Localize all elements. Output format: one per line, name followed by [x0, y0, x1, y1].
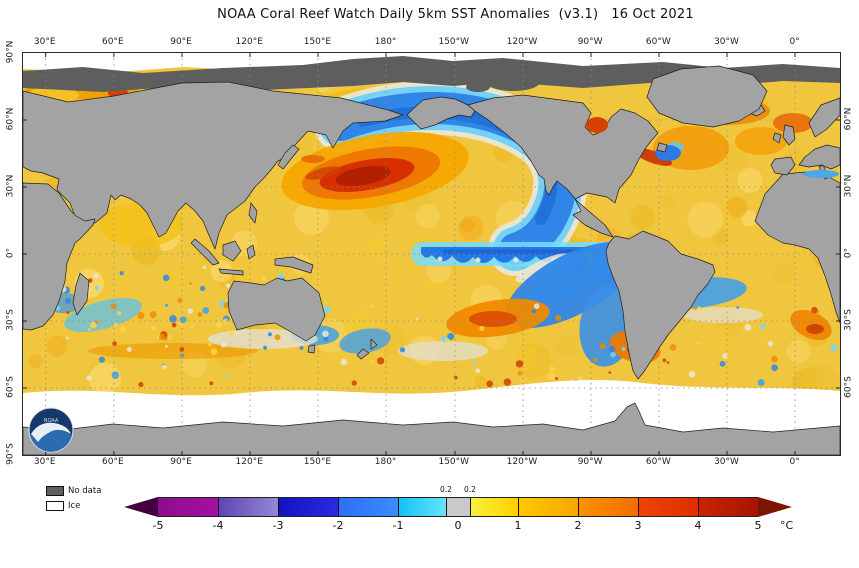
colorbar-tick: 3: [634, 519, 642, 532]
lat-tick-left: 90°S: [5, 443, 16, 465]
lon-tick-bottom: 30°W: [714, 457, 739, 467]
colorbar-segment: [398, 497, 446, 517]
legend-swatch: [46, 486, 64, 496]
lon-tick-bottom: 180°: [374, 457, 397, 467]
lat-tick-left: 90°N: [5, 40, 16, 64]
colorbar-segment: [698, 497, 758, 517]
colorbar-segment: [446, 497, 470, 517]
colorbar-segment: [638, 497, 698, 517]
lon-tick-top: 180°: [374, 37, 397, 47]
colorbar-tick: 2: [574, 519, 582, 532]
lon-tick-top: 30°W: [714, 37, 739, 47]
lon-tick-top: 90°W: [577, 37, 603, 47]
colorbar-tick: -2: [332, 519, 344, 532]
colorbar-segment: [338, 497, 398, 517]
lon-tick-top: 0°: [789, 37, 800, 47]
lon-tick-bottom: 120°E: [235, 457, 263, 467]
colorbar-segment: [218, 497, 278, 517]
lat-tick-right: 60°S: [843, 376, 854, 398]
world-map: NOAA: [23, 53, 840, 455]
lat-tick-left: 60°N: [5, 107, 16, 131]
land-masses: [23, 65, 840, 455]
lon-tick-top: 120°E: [235, 37, 263, 47]
colorbar-tick: 1: [514, 519, 522, 532]
colorbar-right-arrow: [758, 497, 792, 517]
colorbar-segment: [518, 497, 578, 517]
colorbar-tick: -1: [392, 519, 404, 532]
legend-label: No data: [68, 485, 102, 496]
lon-tick-top: 120°W: [506, 37, 538, 47]
axis-tick-marks: [23, 53, 840, 455]
colorbar-segment: [278, 497, 338, 517]
colorbar-segment: [470, 497, 518, 517]
colorbar-left-arrow: [124, 497, 158, 517]
colorbar-segment: [158, 497, 218, 517]
colorbar-tick: 0: [454, 519, 462, 532]
lon-tick-bottom: 150°W: [438, 457, 470, 467]
lon-tick-top: 30°E: [33, 37, 56, 47]
lat-tick-left: 0°: [5, 247, 16, 259]
map-plot-area: NOAA: [22, 52, 841, 456]
colorbar-tick: -4: [212, 519, 224, 532]
legend-label: Ice: [68, 500, 81, 511]
lon-tick-top: 60°E: [102, 37, 124, 47]
legend-item: Ice: [46, 501, 80, 511]
noaa-logo: NOAA: [28, 407, 74, 453]
colorbar-top-label: 0.2: [440, 485, 452, 494]
lat-tick-right: 60°N: [843, 107, 854, 131]
lon-tick-bottom: 90°W: [577, 457, 603, 467]
colorbar-tick: 4: [694, 519, 702, 532]
lon-tick-bottom: 90°E: [170, 457, 192, 467]
lon-tick-top: 150°W: [438, 37, 470, 47]
colorbar-segment: [578, 497, 638, 517]
lon-tick-top: 60°W: [645, 37, 671, 47]
lat-tick-left: 60°S: [5, 376, 16, 398]
colorbar-top-label: 0.2: [464, 485, 476, 494]
lat-tick-right: 30°N: [843, 174, 854, 198]
colorbar-tick: -3: [272, 519, 284, 532]
colorbar-tick: 5: [754, 519, 762, 532]
lon-tick-bottom: 0°: [789, 457, 800, 467]
colorbar: -5 -4 -3 -2 -1 0 1 2 3 4 5 0.2 0.2 °C: [124, 486, 824, 543]
lat-tick-left: 30°S: [5, 309, 16, 331]
lon-tick-top: 150°E: [303, 37, 332, 47]
lon-tick-bottom: 60°W: [645, 457, 671, 467]
lon-tick-bottom: 30°E: [33, 457, 56, 467]
colorbar-ramp: [124, 497, 824, 517]
legend-item: No data: [46, 486, 101, 496]
lat-tick-right: 30°S: [843, 309, 854, 331]
colorbar-unit: °C: [780, 519, 794, 532]
lat-tick-left: 30°N: [5, 174, 16, 198]
noaa-logo-text: NOAA: [44, 418, 59, 424]
lon-tick-bottom: 120°W: [506, 457, 538, 467]
inland-seas: [586, 117, 839, 178]
lon-tick-top: 90°E: [170, 37, 192, 47]
lat-tick-right: 0°: [843, 247, 854, 259]
lon-tick-bottom: 150°E: [303, 457, 332, 467]
colorbar-tick: -5: [152, 519, 164, 532]
lon-tick-bottom: 60°E: [102, 457, 124, 467]
page-title: NOAA Coral Reef Watch Daily 5km SST Anom…: [217, 7, 694, 22]
legend-swatch: [46, 501, 64, 511]
